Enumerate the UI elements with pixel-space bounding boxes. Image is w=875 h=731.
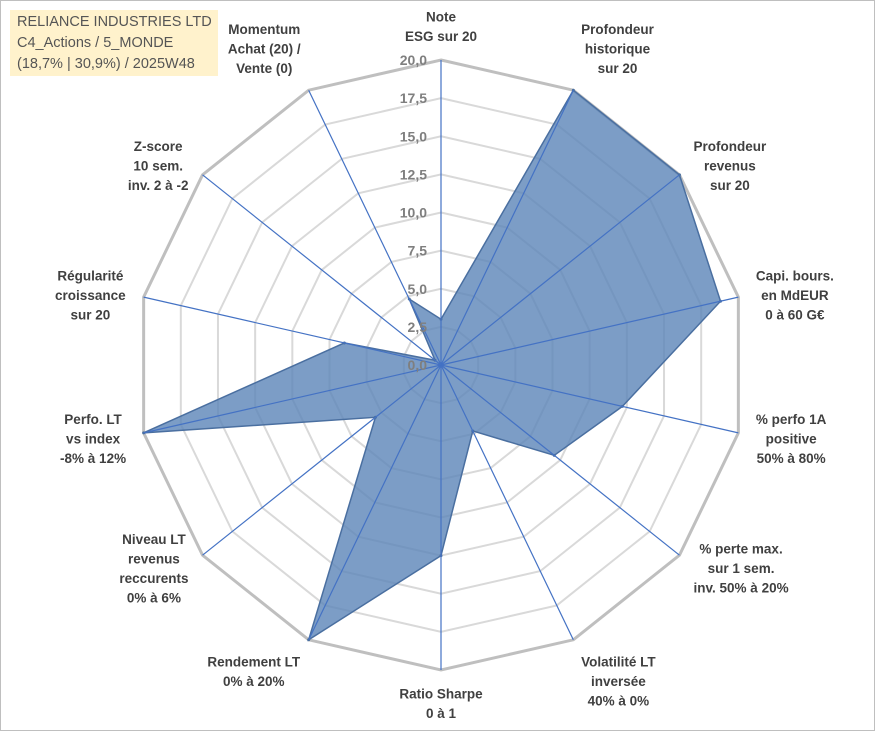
axis-label-8: Rendement LT 0% à 20% [207,655,301,690]
axis-label-line: Z-score [134,139,183,154]
axis-label-line: Régularité [57,268,124,283]
axis-spoke-2 [440,174,680,366]
axis-label-line: -8% à 12% [60,451,126,466]
axis-label-line: inv. 50% à 20% [694,581,789,596]
axis-label-line: ESG sur 20 [405,29,477,44]
axis-label-line: revenus [128,551,180,566]
axis-label-9: Niveau LT revenus reccurents 0% à 6% [119,532,188,606]
axis-spoke-9 [202,364,442,556]
radar-tick-labels: 0,0 2,5 5,0 7,5 10,0 12,5 15,0 17,5 20,0 [400,52,427,373]
tick-label: 17,5 [400,90,427,106]
axis-label-line: Momentum [228,22,300,37]
axis-label-line: Achat (20) / [228,41,301,56]
axis-label-10: Perfo. LT vs index -8% à 12% [60,412,126,466]
axis-label-line: inv. 2 à -2 [128,178,189,193]
axis-label-12: Z-score 10 sem. inv. 2 à -2 [128,139,189,193]
axis-label-line: Note [426,10,456,25]
axis-label-1: Profondeur historique sur 20 [581,22,654,76]
axis-spoke-13 [308,89,442,366]
axis-label-line: croissance [55,288,126,303]
axis-label-line: Volatilité LT [581,655,656,670]
axis-label-13: Momentum Achat (20) / Vente (0) [228,22,301,76]
axis-spoke-8 [308,364,442,641]
axis-label-line: historique [585,41,651,56]
radar-axis-labels: Note ESG sur 20 Profondeur historique sur 20… [55,10,834,722]
axis-label-11: Régularité croissance sur 20 [55,268,126,322]
axis-label-line: sur 20 [598,61,638,76]
axis-label-line: inversée [591,674,646,689]
chart-title-box: RELIANCE INDUSTRIES LTD C4_Actions / 5_M… [10,10,218,76]
axis-label-line: reccurents [119,571,188,586]
axis-spoke-12 [202,174,442,366]
axis-label-line: % perte max. [699,542,782,557]
series-area-0 [143,89,722,642]
axis-label-line: Profondeur [581,22,654,37]
axis-label-line: sur 20 [70,307,110,322]
axis-label-3: Capi. bours. en MdEUR 0 à 60 G€ [756,268,834,322]
axis-label-line: 0 à 1 [426,706,457,721]
axis-label-line: 50% à 80% [757,451,826,466]
axis-label-line: vs index [66,432,121,447]
radar-spokes [143,60,739,670]
axis-label-5: % perte max. sur 1 sem. inv. 50% à 20% [694,542,789,596]
tick-label: 7,5 [408,243,428,259]
axis-label-line: Profondeur [694,139,767,154]
axis-spoke-6 [440,364,574,641]
tick-label: 0,0 [408,357,428,373]
axis-label-7: Ratio Sharpe 0 à 1 [399,687,483,722]
axis-spoke-5 [440,364,680,556]
axis-label-line: Rendement LT [207,655,301,670]
axis-label-line: Vente (0) [236,61,292,76]
axis-label-line: positive [766,432,818,447]
axis-label-line: 0% à 6% [127,590,181,605]
title-company: RELIANCE INDUSTRIES LTD [17,14,212,30]
axis-label-line: 0 à 60 G€ [765,307,825,322]
tick-label: 2,5 [408,319,428,335]
tick-label: 20,0 [400,52,427,68]
title-period: (18,7% | 30,9%) / 2025W48 [17,56,195,72]
tick-label: 5,0 [408,281,428,297]
axis-label-line: 0% à 20% [223,674,285,689]
tick-label: 15,0 [400,128,427,144]
axis-label-6: Volatilité LT inversée 40% à 0% [581,655,656,709]
axis-label-line: sur 20 [710,178,750,193]
axis-label-line: Perfo. LT [64,412,122,427]
axis-label-line: revenus [704,158,756,173]
axis-spoke-1 [440,89,574,366]
tick-label: 12,5 [400,166,427,182]
axis-spoke-10 [143,364,442,434]
axis-label-line: % perfo 1A [756,412,827,427]
axis-label-line: Capi. bours. [756,268,834,283]
axis-spoke-3 [440,296,739,366]
tick-label: 10,0 [400,205,427,221]
axis-label-0: Note ESG sur 20 [405,10,477,45]
axis-spoke-11 [143,296,442,366]
axis-label-line: Ratio Sharpe [399,687,483,702]
title-category: C4_Actions / 5_MONDE [17,35,174,51]
axis-label-2: Profondeur revenus sur 20 [694,139,767,193]
axis-label-line: en MdEUR [761,288,829,303]
axis-spoke-4 [440,364,739,434]
radar-series [142,88,723,642]
axis-label-line: Niveau LT [122,532,186,547]
axis-label-line: sur 1 sem. [708,561,775,576]
axis-label-line: 40% à 0% [588,694,650,709]
axis-label-line: 10 sem. [133,158,183,173]
axis-label-4: % perfo 1A positive 50% à 80% [756,412,827,466]
